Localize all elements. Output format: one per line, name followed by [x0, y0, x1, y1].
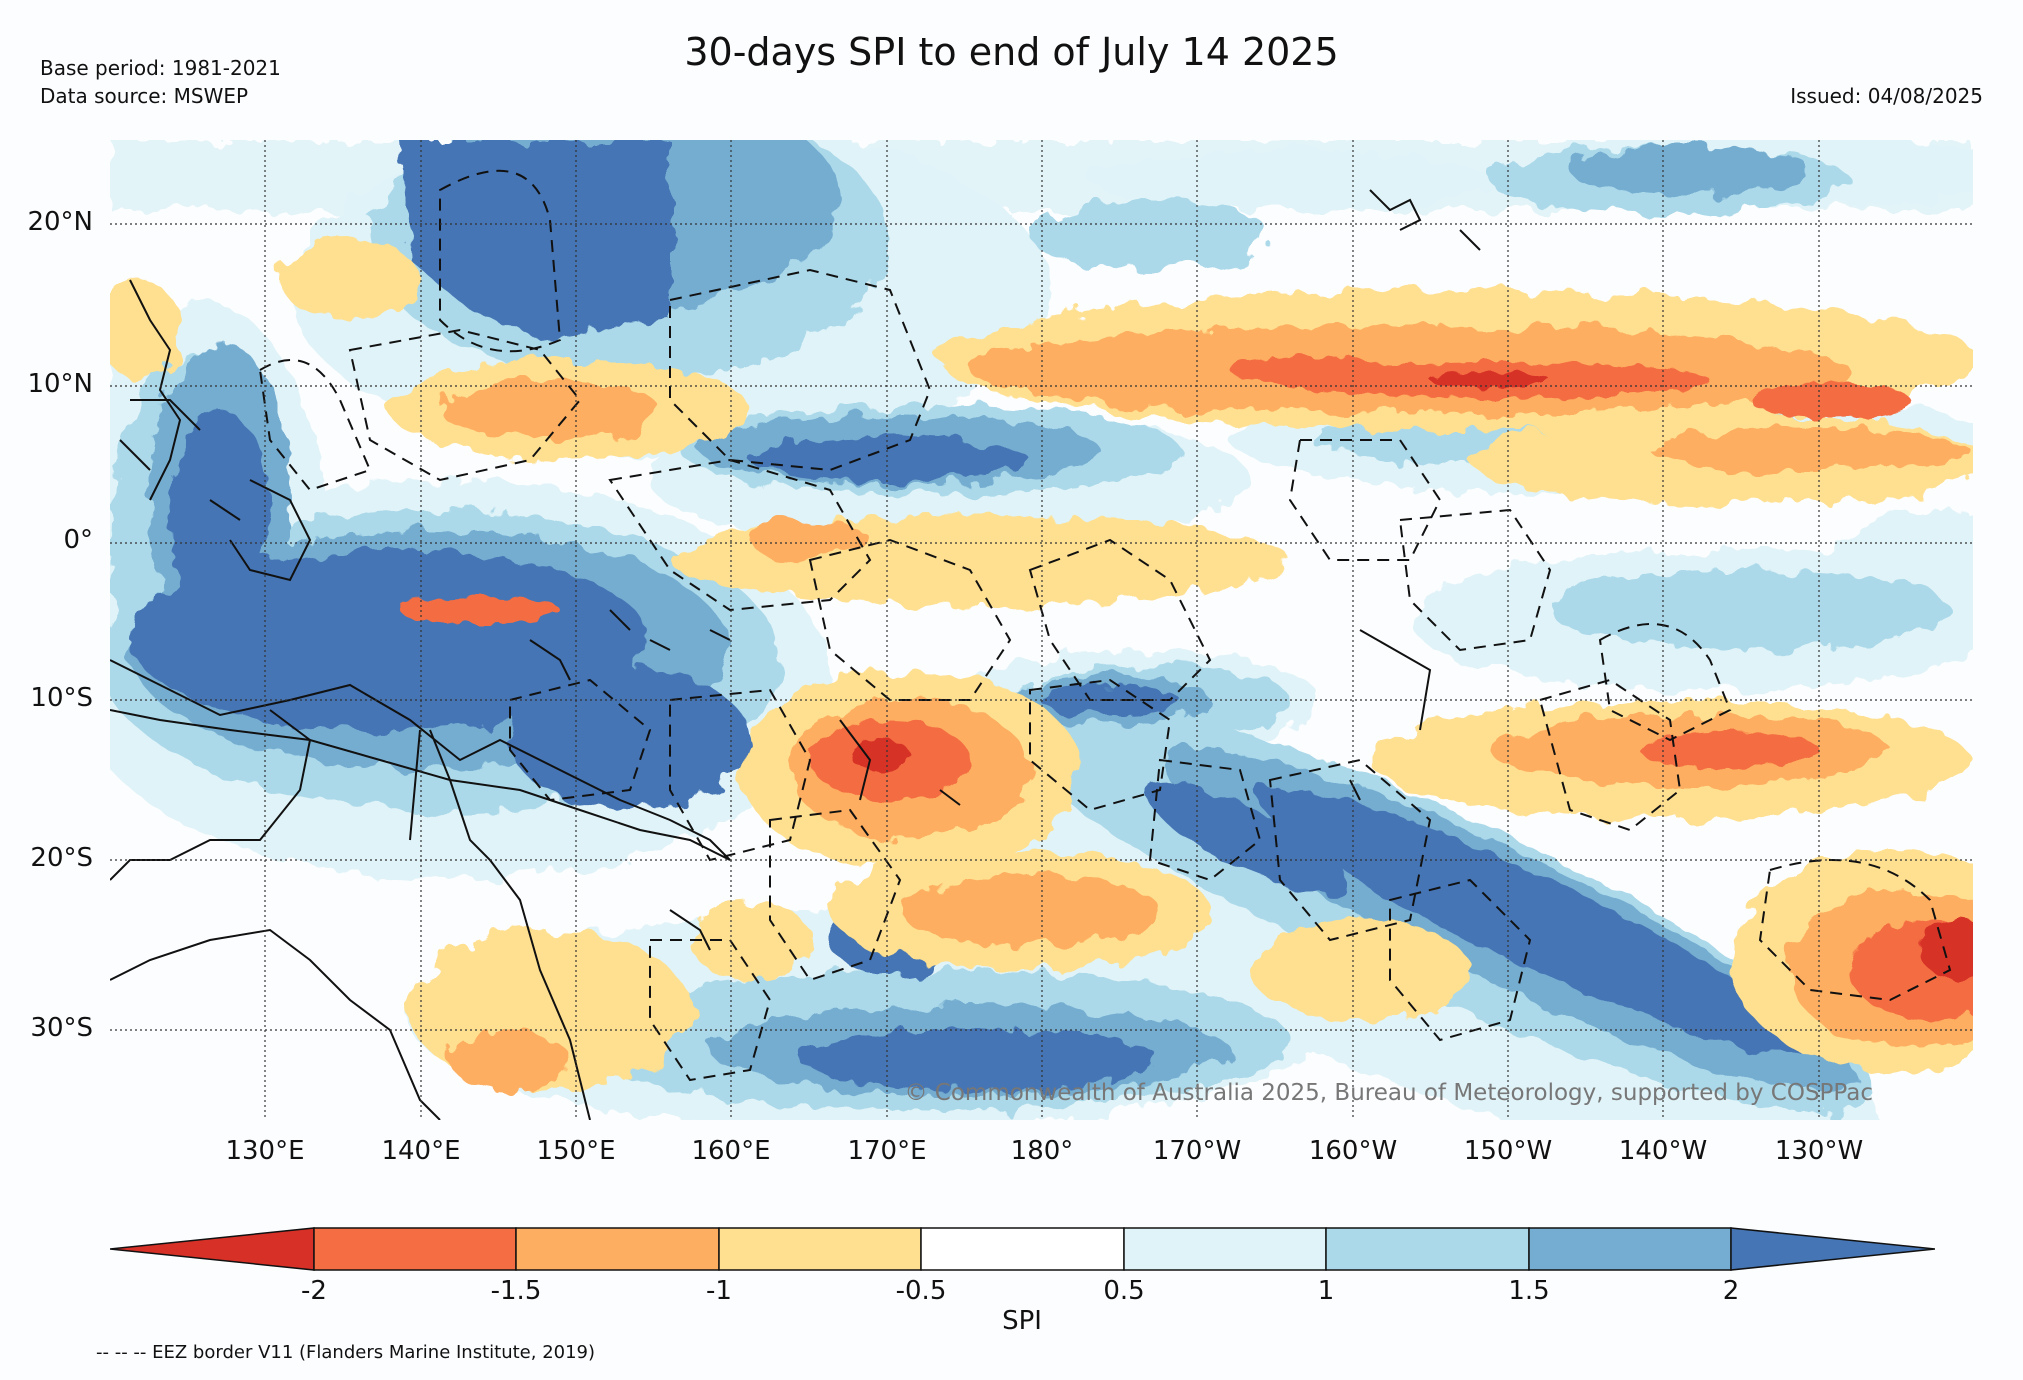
spi-map: [110, 140, 1973, 1120]
colorbar-extend-dry: [110, 1227, 315, 1271]
data-source: Data source: MSWEP: [40, 84, 249, 108]
chart-title: 30-days SPI to end of July 14 2025: [684, 30, 1339, 74]
colorbar-tick: -2: [301, 1276, 327, 1306]
lon-label-180: 180°: [1010, 1136, 1074, 1166]
lat-label-30s: 30°S: [30, 1013, 93, 1043]
colorbar-segment: [1528, 1227, 1732, 1271]
lat-label-10n: 10°N: [27, 369, 93, 399]
dry-anomaly-extreme: [850, 372, 1973, 980]
colorbar-segment: [718, 1227, 922, 1271]
international-date-line: [1359, 629, 1432, 731]
colorbar-segment: [1123, 1227, 1327, 1271]
lon-label-140w: 140°W: [1618, 1136, 1708, 1166]
colorbar-segment: [1325, 1227, 1530, 1271]
lon-label-130w: 130°W: [1774, 1136, 1864, 1166]
lat-label-20s: 20°S: [30, 843, 93, 873]
colorbar-segment: [920, 1227, 1125, 1271]
lat-label-0: 0°: [63, 525, 93, 555]
base-period: Base period: 1981-2021: [40, 56, 281, 80]
colorbar-tick: -1.5: [490, 1276, 542, 1306]
colorbar-tick: -1: [706, 1276, 732, 1306]
copyright-notice: © Commonwealth of Australia 2025, Bureau…: [904, 1080, 1873, 1106]
lon-label-150e: 150°E: [536, 1136, 616, 1166]
colorbar-extend-wet: [1730, 1227, 1935, 1271]
colorbar-tick: 0.5: [1103, 1276, 1145, 1306]
spi-colorbar: [110, 1227, 1935, 1271]
colorbar-tick: 1: [1317, 1276, 1335, 1306]
issued-date: Issued: 04/08/2025: [1790, 84, 1983, 108]
eez-borders: [258, 169, 1952, 1082]
wet-anomaly-extreme: [130, 140, 1803, 1090]
lat-label-10s: 10°S: [30, 683, 93, 713]
lon-label-160e: 160°E: [691, 1136, 771, 1166]
lon-label-140e: 140°E: [381, 1136, 461, 1166]
colorbar-label: SPI: [1002, 1306, 1042, 1336]
colorbar-segment: [313, 1227, 517, 1271]
spi-map-canvas: [110, 140, 1973, 1120]
lon-label-130e: 130°E: [225, 1136, 305, 1166]
lon-label-160w: 160°W: [1308, 1136, 1398, 1166]
colorbar-tick: 2: [1722, 1276, 1740, 1306]
lon-label-150w: 150°W: [1463, 1136, 1553, 1166]
lat-label-20n: 20°N: [27, 207, 93, 237]
colorbar-tick: -0.5: [895, 1276, 947, 1306]
lon-label-170e: 170°E: [847, 1136, 927, 1166]
eez-legend-note: -- -- -- EEZ border V11 (Flanders Marine…: [96, 1342, 596, 1363]
graticule: [110, 140, 1973, 1120]
lon-label-170w: 170°W: [1152, 1136, 1242, 1166]
colorbar-segment: [515, 1227, 720, 1271]
colorbar-tick: 1.5: [1508, 1276, 1550, 1306]
